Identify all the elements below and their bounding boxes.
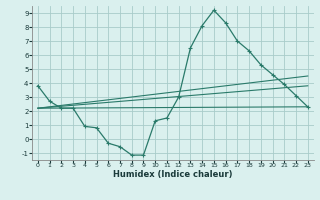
X-axis label: Humidex (Indice chaleur): Humidex (Indice chaleur): [113, 170, 233, 179]
